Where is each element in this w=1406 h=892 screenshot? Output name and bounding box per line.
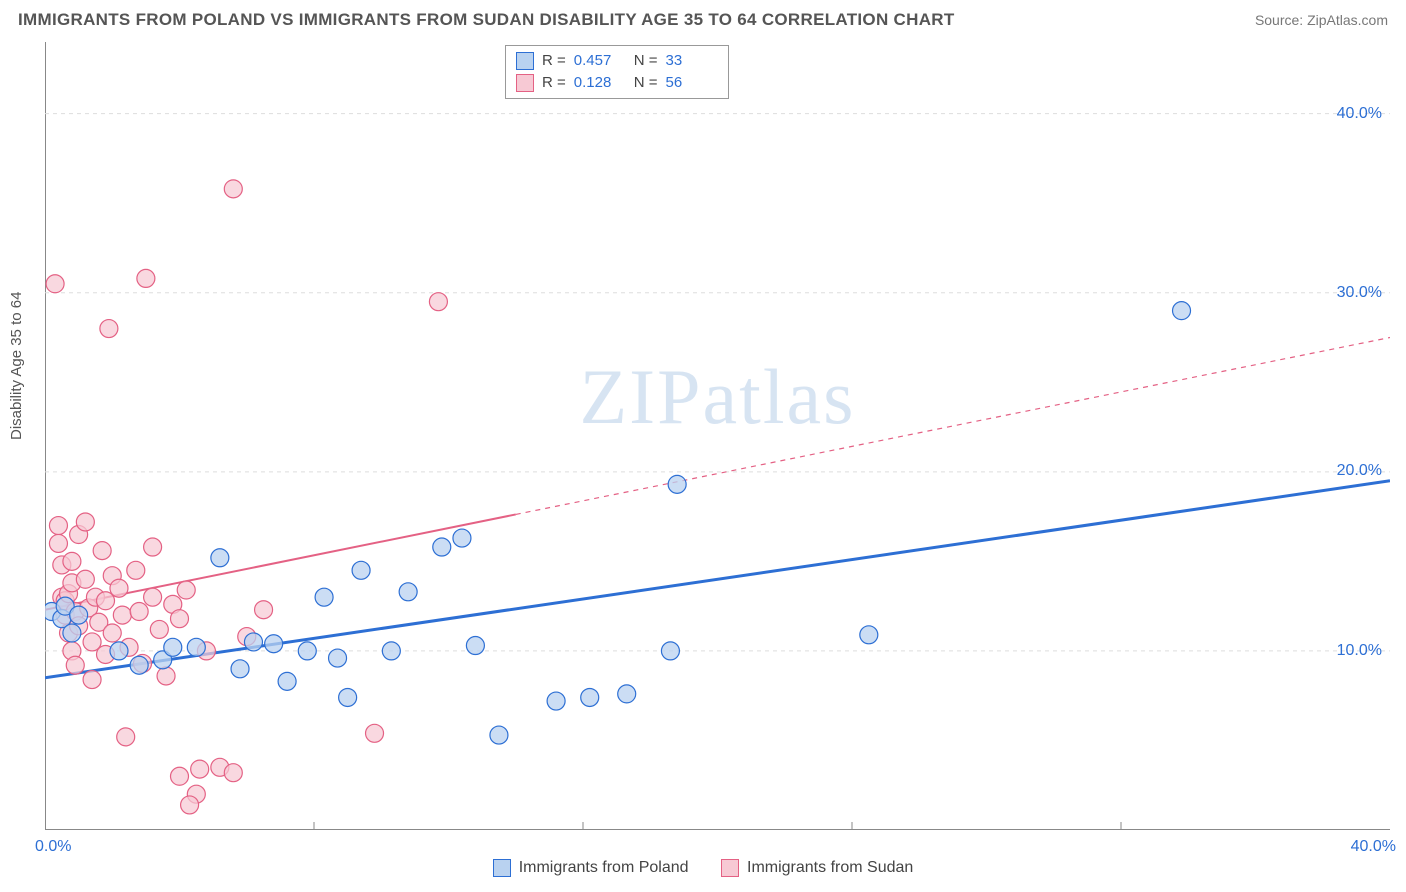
title-bar: IMMIGRANTS FROM POLAND VS IMMIGRANTS FRO… <box>0 0 1406 36</box>
plot-area: ZIPatlas R = 0.457 N = 33 R = 0.128 N = … <box>45 42 1390 830</box>
legend-item-poland: Immigrants from Poland <box>493 859 689 877</box>
r-value-poland: 0.457 <box>574 50 626 72</box>
y-axis-label: Disability Age 35 to 64 <box>8 292 25 440</box>
swatch-sudan-icon <box>721 859 739 877</box>
y-tick-10: 10.0% <box>1337 642 1382 660</box>
stats-row-sudan: R = 0.128 N = 56 <box>516 72 718 94</box>
source-name: ZipAtlas.com <box>1307 12 1388 28</box>
chart-title: IMMIGRANTS FROM POLAND VS IMMIGRANTS FRO… <box>18 10 955 30</box>
n-value-poland: 33 <box>666 50 718 72</box>
plot-svg <box>45 42 1390 830</box>
legend-item-sudan: Immigrants from Sudan <box>721 859 913 877</box>
r-value-sudan: 0.128 <box>574 72 626 94</box>
x-axis-min-label: 0.0% <box>35 838 71 856</box>
y-tick-20: 20.0% <box>1337 462 1382 480</box>
swatch-sudan <box>516 74 534 92</box>
legend-label-poland: Immigrants from Poland <box>519 859 689 877</box>
series-legend: Immigrants from Poland Immigrants from S… <box>0 859 1406 882</box>
swatch-poland <box>516 52 534 70</box>
r-label: R = <box>542 72 566 94</box>
n-label: N = <box>634 50 658 72</box>
y-tick-30: 30.0% <box>1337 284 1382 302</box>
source-attribution: Source: ZipAtlas.com <box>1255 12 1388 28</box>
swatch-poland-icon <box>493 859 511 877</box>
y-tick-40: 40.0% <box>1337 105 1382 123</box>
n-value-sudan: 56 <box>666 72 718 94</box>
stats-legend: R = 0.457 N = 33 R = 0.128 N = 56 <box>505 45 729 99</box>
source-label: Source: <box>1255 12 1307 28</box>
legend-label-sudan: Immigrants from Sudan <box>747 859 913 877</box>
n-label: N = <box>634 72 658 94</box>
r-label: R = <box>542 50 566 72</box>
stats-row-poland: R = 0.457 N = 33 <box>516 50 718 72</box>
x-axis-max-label: 40.0% <box>1351 838 1396 856</box>
